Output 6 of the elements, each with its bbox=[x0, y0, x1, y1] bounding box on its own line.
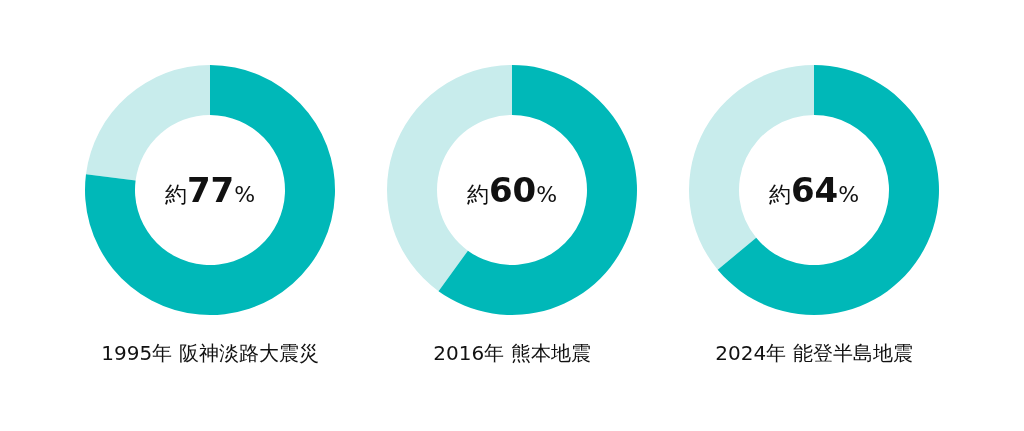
text: 2016年 熊本地震 bbox=[433, 341, 591, 365]
text: 2024年 能登半島地震 bbox=[715, 341, 913, 365]
text: 約64% bbox=[768, 170, 860, 210]
text: 約60% bbox=[466, 170, 558, 210]
text: 1995年 阪神淡路大震災 bbox=[101, 341, 319, 365]
text: 約77% bbox=[164, 170, 256, 210]
